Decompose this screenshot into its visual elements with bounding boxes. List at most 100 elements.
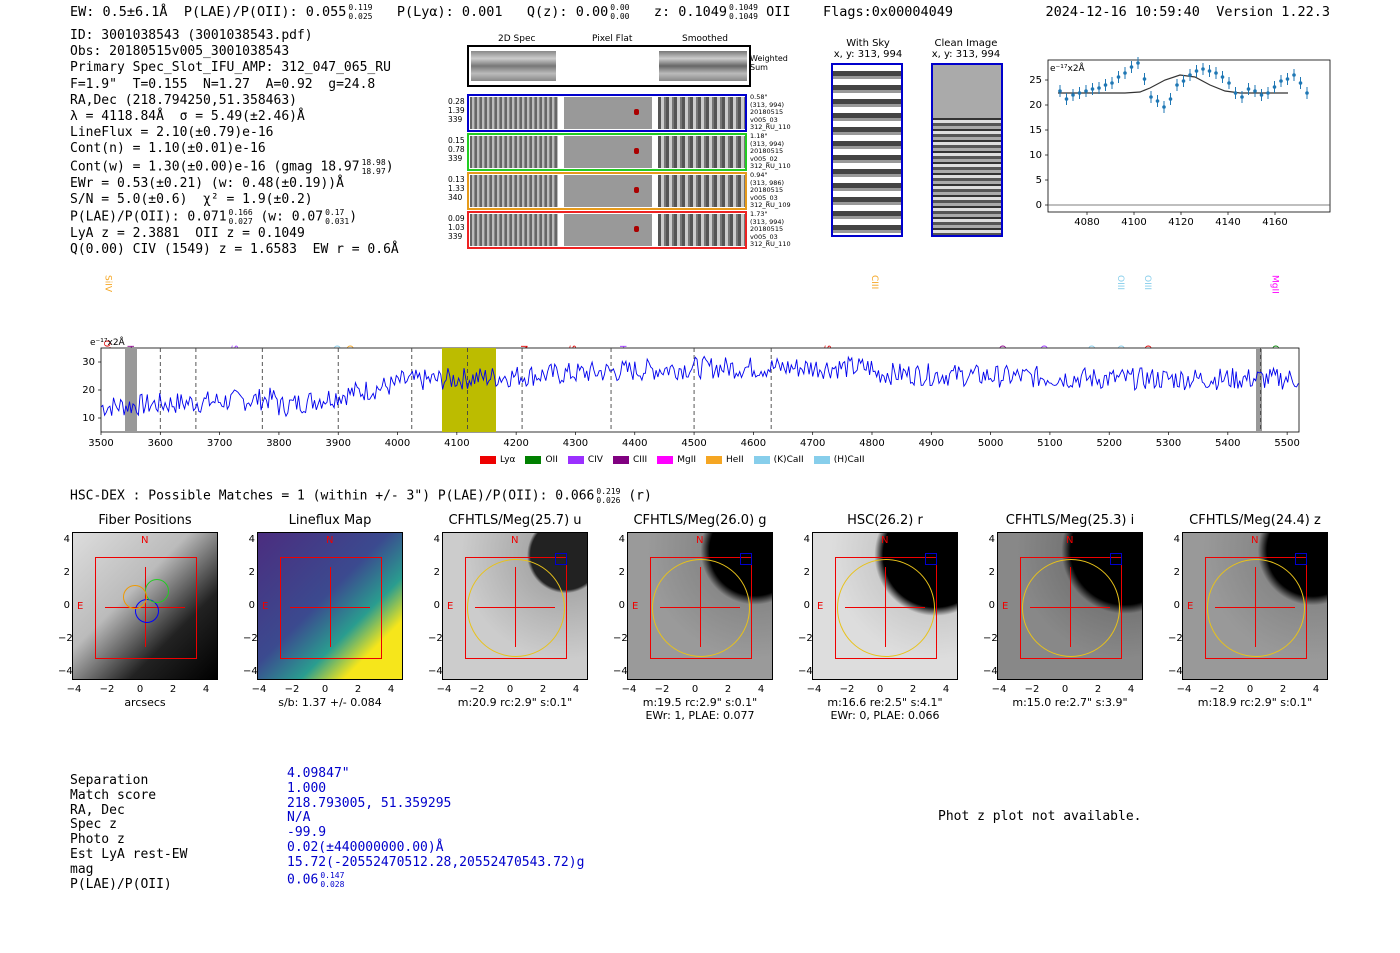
- cutout-xtick: 4: [1127, 684, 1135, 695]
- cutout-xtick: −2: [839, 684, 855, 695]
- header-ew: EW: 0.5±6.1Å: [70, 4, 168, 20]
- cutout-ytick: −4: [1168, 666, 1183, 677]
- cutout-title: CFHTLS/Meg(25.3) i: [1005, 513, 1135, 528]
- zoom-point: [1272, 85, 1277, 89]
- cutout-caption: s/b: 1.37 +/- 0.084: [278, 696, 382, 709]
- zoom-point: [1149, 95, 1153, 99]
- masked-region-right: [1256, 348, 1262, 432]
- info-ewr: EWr = 0.53(±0.21) (w: 0.48(±0.19))Å: [70, 175, 344, 191]
- zoom-point: [1071, 93, 1075, 97]
- east-label: E: [77, 601, 84, 612]
- cutout-xtick: 2: [169, 684, 177, 695]
- cutout-caption-2: EWr: 1, PLAE: 0.077: [645, 709, 755, 722]
- zoom-y-ticks: 0 5 10 15 20 25: [1030, 75, 1048, 211]
- weighted-sum-frame: [467, 45, 751, 87]
- lbl-mag: mag: [70, 861, 94, 877]
- zoom-point: [1129, 65, 1134, 69]
- zoom-point: [1084, 89, 1088, 93]
- legend-swatch: [525, 455, 542, 464]
- cutout-ytick: 0: [1173, 600, 1180, 611]
- spec2d-left-value: 340: [448, 193, 463, 202]
- legend-label: HeII: [726, 455, 744, 465]
- cutout-image: N E: [442, 532, 588, 680]
- info-contw-text: Cont(w) = 1.30(±0.00)e-16 (gmag 18.97: [70, 159, 360, 175]
- full-xtick-label: 4600: [741, 438, 766, 449]
- info-lya-z: LyA z = 2.3881 OII z = 0.1049: [70, 226, 305, 242]
- match-labels: Separation Match score RA, Dec Spec z Ph…: [70, 773, 187, 892]
- legend-label: Lyα: [500, 455, 516, 465]
- full-ylabel: e⁻¹⁷x2Å: [90, 336, 126, 348]
- val-plae-hi: 0.147: [320, 870, 345, 880]
- detection-info: ID: 3001038543 (3001038543.pdf) Obs: 201…: [70, 28, 399, 258]
- zoom-point: [1220, 75, 1225, 79]
- spec2d-pixelflat: [564, 175, 652, 207]
- full-xtick-label: 5500: [1274, 438, 1299, 449]
- cutout-xtick: −2: [1024, 684, 1040, 695]
- spec2d-right-value: v005_02: [750, 154, 778, 163]
- cutout-ytick: 2: [803, 567, 810, 578]
- line-id-label: SiIV: [103, 275, 113, 293]
- spec2d-left-value: 339: [448, 115, 463, 124]
- lbl-separation: Separation: [70, 773, 149, 788]
- spec2d-pixelflat: [564, 97, 652, 129]
- pixel-defect: [634, 226, 639, 232]
- spec2d-right-value: 312_RU_110: [750, 162, 791, 170]
- cutout-ytick: −4: [613, 666, 628, 677]
- info-primary: Primary Spec_Slot_IFU_AMP: 312_047_065_R…: [70, 60, 391, 76]
- full-y-ticks: 10 20 30: [82, 357, 101, 424]
- cutout-xtick: −4: [991, 684, 1007, 695]
- legend-swatch: [567, 455, 584, 464]
- val-specz: N/A: [287, 810, 311, 826]
- source-ellipse: [1207, 559, 1305, 657]
- info-contw: Cont(w) = 1.30(±0.00)e-16 (gmag 18.97 18.…: [70, 157, 394, 176]
- zoom-xtick-label: 4160: [1262, 217, 1287, 228]
- cutout-xtick: −2: [469, 684, 485, 695]
- spec2d-row-right-info: 1.18" (313, 994) 20180515 v005_02 312_RU_110: [750, 132, 791, 171]
- cutout-ytick: 4: [433, 534, 440, 545]
- cutout-ytick: −2: [1168, 633, 1183, 644]
- spec2d-right-value: 312_RU_110: [750, 123, 791, 131]
- spec2d-row: [467, 133, 747, 171]
- full-xtick-label: 5400: [1215, 438, 1240, 449]
- zoom-point: [1175, 83, 1179, 87]
- info-sn: S/N = 5.0(±0.6) χ² = 1.9(±0.2): [70, 191, 313, 207]
- aperture-box: [280, 557, 382, 659]
- header-z-hi: 0.1049: [729, 3, 758, 12]
- spec2d-row-left-info: 0.15 0.78 339: [448, 136, 465, 163]
- spec2d-left-value: 1.39: [448, 106, 465, 115]
- legend-swatch: [813, 455, 830, 464]
- full-xtick-label: 5000: [978, 438, 1003, 449]
- cutout-ytick: −4: [243, 666, 258, 677]
- info-plae-text: P(LAE)/P(OII): 0.071: [70, 209, 227, 225]
- spec2d-panel: 2D Spec Pixel Flat Smoothed Weighted Sum…: [440, 32, 791, 257]
- legend-item: (K)CaII: [753, 455, 804, 465]
- full-xtick-label: 4500: [681, 438, 706, 449]
- spec2d-row-right-info: 0.58" (313, 994) 20180515 v005_03 312_RU_110: [750, 93, 791, 132]
- full-xtick-label: 5200: [1096, 438, 1121, 449]
- spec2d-right-value: 20180515: [750, 108, 784, 116]
- source-ellipse: [1022, 559, 1120, 657]
- cutout-ytick: 4: [1173, 534, 1180, 545]
- cutout-ytick: 2: [433, 567, 440, 578]
- cutout-title: HSC(26.2) r: [847, 513, 923, 528]
- info-plae-lo: 0.027: [228, 217, 253, 227]
- cutout-ytick: −2: [428, 633, 443, 644]
- info-lineflux: LineFlux = 2.10(±0.79)e-16: [70, 125, 274, 141]
- cutout-xtick: 2: [1279, 684, 1287, 695]
- spec2d-right-value: 20180515: [750, 225, 784, 233]
- full-xtick-label: 5100: [1037, 438, 1062, 449]
- match-box: [1295, 553, 1307, 565]
- zoom-point: [1110, 81, 1114, 85]
- cutout-ytick: −2: [243, 633, 258, 644]
- spec2d-row-left-info: 0.28 1.39 339: [448, 97, 465, 124]
- spec2d-right-value: (313, 994): [750, 100, 785, 109]
- full-xtick-label: 4900: [919, 438, 944, 449]
- lbl-photoz: Photo z: [70, 832, 125, 848]
- hsc-band: (r): [628, 488, 652, 504]
- spec2d-right-value: (313, 986): [750, 178, 785, 187]
- full-xtick-label: 4700: [800, 438, 825, 449]
- zoom-point: [1123, 71, 1127, 75]
- header-qz: Q(z): 0.00: [526, 4, 609, 20]
- spec2d-left-value: 1.03: [448, 223, 465, 232]
- match-box: [740, 553, 752, 565]
